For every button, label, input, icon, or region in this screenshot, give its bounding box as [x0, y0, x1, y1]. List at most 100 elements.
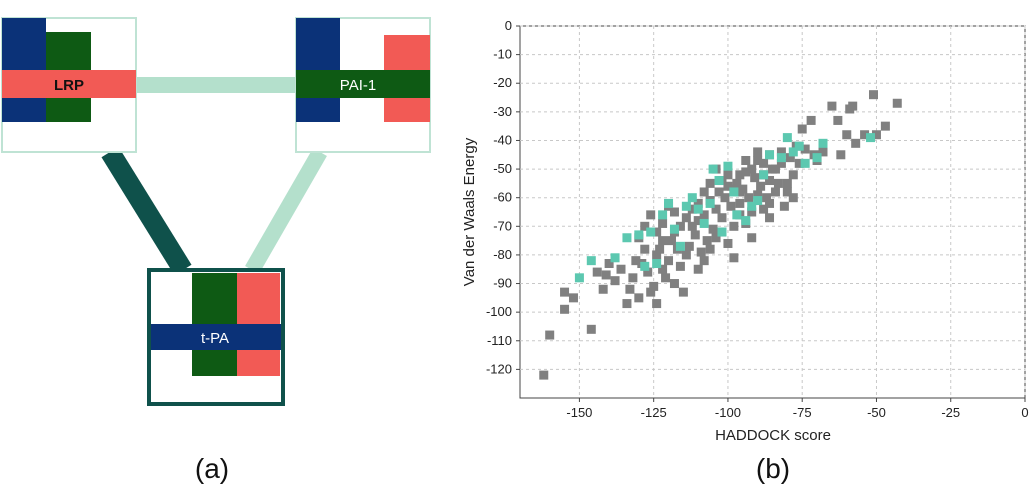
edge-lrp-tpa [101, 146, 192, 276]
data-point-series-0 [604, 259, 614, 269]
data-point-series-0 [750, 173, 760, 183]
data-point-series-1 [699, 218, 709, 228]
data-point-series-1 [610, 253, 620, 263]
data-point-series-1 [675, 241, 685, 251]
data-point-series-0 [776, 158, 786, 168]
data-point-series-0 [714, 187, 724, 197]
node-lrp[interactable]: LRP [1, 17, 137, 153]
y-tick-label: -120 [486, 361, 512, 376]
data-point-series-0 [545, 330, 555, 340]
data-point-series-0 [732, 178, 742, 188]
data-point-series-1 [800, 158, 810, 168]
data-point-series-0 [690, 230, 700, 240]
data-point-series-0 [664, 256, 674, 266]
data-point-series-1 [782, 133, 792, 143]
data-point-series-0 [652, 227, 662, 237]
data-point-series-0 [568, 293, 578, 303]
data-point-series-0 [842, 130, 852, 140]
data-point-series-1 [622, 233, 632, 243]
data-point-series-1 [759, 170, 769, 180]
data-point-series-0 [765, 213, 775, 223]
node-tpa[interactable]: t-PA [147, 268, 285, 406]
x-tick-label: -50 [867, 405, 886, 420]
data-point-series-0 [756, 181, 766, 191]
data-point-series-0 [747, 233, 757, 243]
data-point-series-0 [693, 216, 703, 226]
y-tick-label: -10 [493, 47, 512, 62]
data-point-series-0 [616, 264, 626, 274]
data-point-series-0 [684, 241, 694, 251]
data-point-series-0 [860, 130, 870, 140]
data-point-series-1 [788, 147, 798, 157]
data-point-series-0 [560, 304, 570, 314]
data-point-series-0 [675, 261, 685, 271]
scatter-chart: -150 -125 -100 -75 -50 -25 0 0-10-20-30-40-50-… [461, 18, 1029, 444]
x-tick-label: -75 [793, 405, 812, 420]
data-point-series-1 [708, 164, 718, 174]
node-pai1-label-band [296, 70, 430, 98]
data-point-series-0 [773, 178, 783, 188]
y-tick-label: -60 [493, 190, 512, 205]
y-tick-label: -40 [493, 132, 512, 147]
data-point-series-0 [794, 158, 804, 168]
data-point-series-0 [652, 299, 662, 309]
data-point-series-1 [658, 210, 668, 220]
data-point-series-1 [652, 259, 662, 269]
data-point-series-0 [741, 167, 751, 177]
panel-label-b: (b) [756, 453, 790, 484]
data-point-series-0 [601, 270, 611, 280]
data-point-series-1 [705, 198, 715, 208]
data-point-series-0 [705, 244, 715, 254]
data-point-series-0 [699, 210, 709, 220]
data-point-series-0 [598, 284, 608, 294]
data-point-series-1 [741, 216, 751, 226]
data-point-series-0 [779, 201, 789, 211]
y-tick-label: -20 [493, 75, 512, 90]
data-point-series-0 [699, 256, 709, 266]
data-point-series-0 [776, 147, 786, 157]
data-point-series-1 [732, 210, 742, 220]
data-point-series-0 [693, 198, 703, 208]
data-point-series-0 [729, 221, 739, 231]
data-point-series-1 [574, 273, 584, 283]
data-point-series-0 [640, 221, 650, 231]
data-point-series-0 [833, 115, 843, 125]
plot-area [519, 25, 1026, 399]
data-point-series-0 [667, 236, 676, 246]
data-point-series-0 [762, 193, 772, 203]
x-axis-ticks: -150 -125 -100 -75 -50 -25 0 [566, 398, 1029, 420]
data-point-series-0 [586, 324, 596, 334]
y-tick-label: -100 [486, 304, 512, 319]
gridlines [520, 25, 1026, 398]
y-tick-label: -70 [493, 218, 512, 233]
node-lrp-label: LRP [54, 77, 84, 94]
x-tick-label: 0 [1021, 405, 1028, 420]
data-point-series-0 [560, 287, 570, 297]
panel-label-a: (a) [195, 453, 229, 484]
data-point-series-0 [729, 253, 739, 263]
x-tick-label: -25 [941, 405, 960, 420]
data-point-series-0 [678, 287, 688, 297]
data-point-series-0 [785, 153, 795, 163]
data-point-series-0 [788, 193, 798, 203]
data-point-series-0 [744, 193, 754, 203]
data-point-series-1 [586, 256, 596, 266]
data-point-series-0 [622, 299, 632, 309]
data-point-series-0 [759, 204, 769, 214]
data-point-series-0 [723, 238, 733, 248]
data-point-series-0 [631, 256, 641, 266]
data-point-series-0 [800, 144, 810, 154]
data-point-series-1 [818, 138, 828, 148]
data-point-series-0 [693, 264, 703, 274]
data-point-series-0 [735, 170, 745, 180]
data-point-series-0 [765, 176, 775, 186]
node-tpa-label-band [151, 324, 281, 350]
data-point-series-0 [646, 287, 656, 297]
data-point-series-1 [765, 150, 775, 160]
data-point-series-1 [753, 196, 763, 206]
data-point-series-0 [723, 181, 733, 191]
data-point-series-0 [753, 155, 763, 165]
node-pai1[interactable]: PAI-1 [295, 17, 431, 153]
data-point-series-1 [717, 227, 727, 237]
data-points [539, 90, 902, 380]
